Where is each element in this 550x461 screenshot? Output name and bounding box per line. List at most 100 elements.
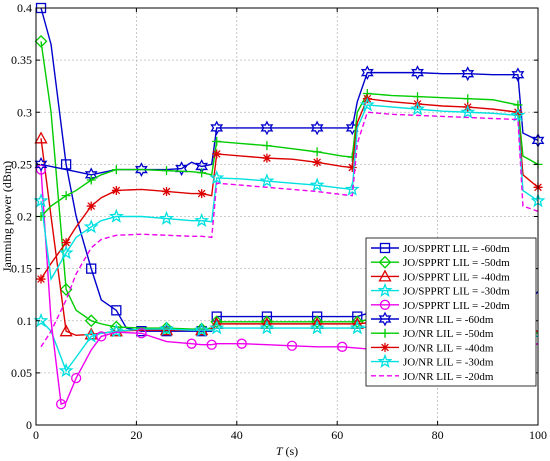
legend-item: JO/NR LIL = -50dm bbox=[371, 328, 494, 340]
marker-star bbox=[344, 181, 360, 196]
ticks: 0 20 40 60 80 100 0 0.05 0.1 0.15 0.2 0.25 0.3 0.35 0.… bbox=[11, 1, 547, 442]
marker-hexagram bbox=[360, 65, 374, 81]
marker-star bbox=[309, 177, 325, 192]
marker-star bbox=[194, 212, 210, 228]
marker-asterisk bbox=[162, 186, 172, 196]
marker-hexagram bbox=[210, 120, 224, 136]
marker-hexagram bbox=[135, 162, 148, 177]
y-axis-label: Jamming power (dBm) bbox=[0, 161, 14, 272]
marker-star bbox=[83, 219, 99, 234]
marker-diamond bbox=[59, 283, 73, 296]
legend-item: JO/SPPRT LIL = -40dm bbox=[371, 269, 510, 283]
series-line bbox=[40, 104, 539, 282]
marker-asterisk bbox=[262, 153, 272, 163]
marker-star bbox=[83, 328, 99, 343]
marker-star bbox=[359, 97, 375, 112]
x-axis-label-var: T bbox=[276, 444, 284, 458]
marker-star bbox=[108, 323, 124, 338]
legend-item: JO/SPPRT LIL = -60dm bbox=[371, 242, 510, 255]
legend-item: JO/SPPRT LIL = -50dm bbox=[371, 255, 510, 269]
marker-circle bbox=[55, 398, 67, 410]
marker-hexagram bbox=[411, 65, 424, 81]
marker-plus bbox=[61, 191, 71, 201]
marker-hexagram bbox=[511, 67, 525, 83]
marker-plus bbox=[380, 328, 390, 338]
marker-star bbox=[108, 208, 124, 223]
legend-item: JO/SPPRT LIL = -20dm bbox=[371, 299, 510, 312]
series-8 bbox=[36, 94, 543, 284]
marker-diamond bbox=[350, 315, 364, 329]
marker-diamond bbox=[84, 314, 98, 328]
marker-circle bbox=[236, 338, 247, 349]
marker-circle bbox=[136, 328, 147, 339]
marker-asterisk bbox=[36, 274, 46, 284]
x-axis-label-unit: (s) bbox=[283, 444, 299, 458]
legend-label: JO/SPPRT LIL = -40dm bbox=[403, 271, 510, 283]
marker-circle bbox=[96, 331, 107, 342]
marker-circle bbox=[379, 299, 391, 310]
marker-diamond bbox=[160, 321, 173, 335]
marker-plus bbox=[312, 147, 322, 157]
legend-label: JO/NR LIL = -50dm bbox=[403, 328, 494, 340]
marker-star bbox=[510, 107, 526, 122]
marker-hexagram bbox=[310, 120, 324, 136]
marker-star bbox=[58, 362, 74, 378]
x-tick-label: 80 bbox=[432, 428, 444, 442]
marker-asterisk bbox=[312, 157, 322, 167]
marker-square bbox=[196, 326, 207, 337]
marker-diamond bbox=[378, 255, 392, 269]
marker-star bbox=[377, 282, 393, 297]
legend: JO/SPPRT LIL = -60dm JO/SPPRT LIL = -50dm… bbox=[365, 237, 537, 387]
marker-star bbox=[309, 320, 325, 335]
marker-star bbox=[33, 312, 49, 328]
legend-label: JO/SPPRT LIL = -50dm bbox=[403, 257, 510, 269]
marker-square bbox=[161, 326, 172, 337]
x-tick-label: 20 bbox=[130, 428, 142, 442]
marker-plus bbox=[212, 136, 222, 146]
legend-label: JO/NR LIL = -60dm bbox=[403, 314, 494, 326]
legend-label: JO/SPPRT LIL = -30dm bbox=[403, 286, 510, 298]
marker-diamond bbox=[260, 315, 274, 329]
marker-circle bbox=[286, 340, 298, 351]
y-tick-label: 0.35 bbox=[11, 53, 32, 67]
marker-star bbox=[259, 173, 275, 188]
y-tick-label: 0.25 bbox=[11, 157, 32, 171]
marker-circle bbox=[71, 372, 82, 384]
marker-hexagram bbox=[175, 161, 188, 176]
x-tick-label: 40 bbox=[231, 428, 243, 442]
y-tick-label: 0.3 bbox=[17, 105, 32, 119]
legend-item: JO/SPPRT LIL = -30dm bbox=[371, 282, 510, 298]
y-tick-label: 0.15 bbox=[11, 262, 32, 276]
marker-star bbox=[58, 245, 74, 260]
marker-plus bbox=[111, 165, 121, 175]
marker-plus bbox=[463, 94, 473, 104]
x-axis-label: T (s) bbox=[276, 444, 298, 458]
legend-item: JO/NR LIL = -30dm bbox=[371, 353, 494, 369]
marker-plus bbox=[86, 175, 96, 185]
marker-diamond bbox=[34, 34, 48, 48]
y-tick-label: 0.4 bbox=[17, 1, 32, 15]
marker-triangle bbox=[59, 324, 73, 337]
marker-diamond bbox=[310, 315, 324, 329]
marker-asterisk bbox=[61, 238, 71, 248]
x-tick-label: 100 bbox=[529, 428, 547, 442]
legend-label: JO/SPPRT LIL = -60dm bbox=[403, 243, 510, 255]
marker-star bbox=[33, 193, 49, 208]
legend-label: JO/SPPRT LIL = -20dm bbox=[403, 300, 510, 312]
x-tick-label: 0 bbox=[33, 428, 39, 442]
marker-star bbox=[194, 322, 210, 337]
series-line bbox=[40, 111, 539, 348]
marker-asterisk bbox=[197, 189, 207, 199]
marker-star bbox=[377, 353, 393, 368]
marker-triangle bbox=[34, 131, 48, 144]
series-10 bbox=[40, 111, 539, 348]
marker-hexagram bbox=[378, 311, 392, 327]
marker-asterisk bbox=[86, 201, 96, 211]
marker-star bbox=[209, 320, 225, 335]
marker-star bbox=[209, 170, 225, 185]
legend-label: JO/NR LIL = -40dm bbox=[403, 342, 494, 354]
legend-item: JO/NR LIL = -20dm bbox=[371, 371, 494, 383]
marker-hexagram bbox=[461, 66, 475, 82]
legend-item: JO/NR LIL = -60dm bbox=[371, 311, 494, 327]
